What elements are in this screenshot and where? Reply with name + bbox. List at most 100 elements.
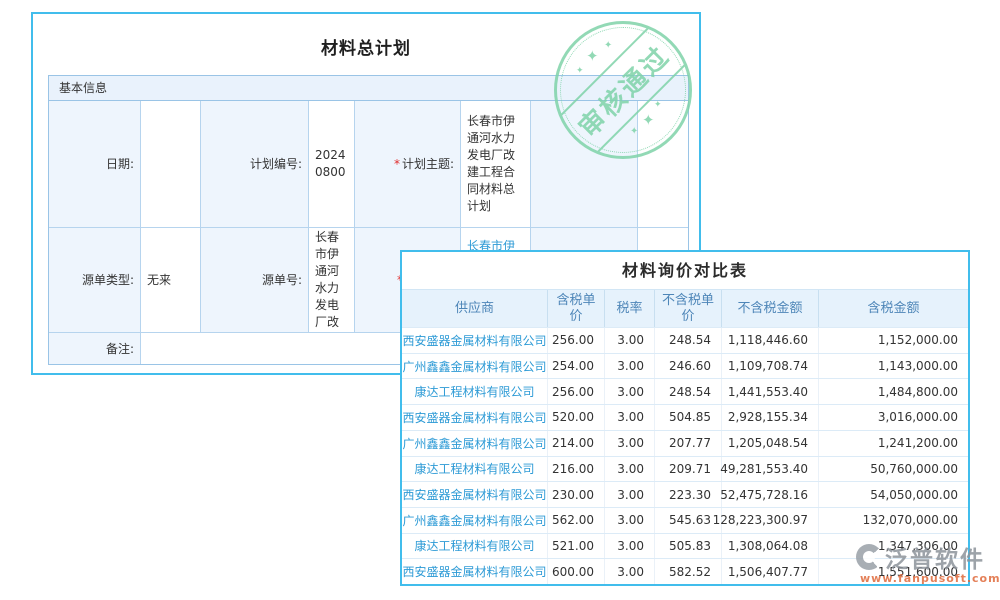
price-tax-cell: 562.00 [548, 507, 605, 533]
price-tax-cell: 520.00 [548, 405, 605, 430]
source-no-label: 源单号: [201, 228, 309, 333]
amount-tax-cell: 1,241,200.00 [877, 436, 958, 451]
col-header-price-tax: 含税单价 [548, 290, 605, 327]
star-icon: ✦ [654, 100, 662, 110]
amount-no-tax-cell: 128,223,300.97 [713, 507, 819, 533]
supplier-link[interactable]: 广州鑫鑫金属材料有限公司 [402, 507, 548, 533]
price-tax-cell: 256.00 [548, 328, 605, 353]
star-icon: ✦ [604, 40, 613, 51]
tax-rate-cell: 3.00 [605, 507, 655, 533]
price-tax-cell: 214.00 [548, 430, 605, 456]
table-row: 西安盛器金属材料有限公司 520.00 3.00 504.85 2,928,15… [402, 404, 968, 430]
page-title: 材料总计划 [321, 39, 411, 59]
required-mark: * [393, 157, 400, 171]
tax-rate-cell: 3.00 [605, 405, 655, 430]
star-icon: ✦ [642, 111, 655, 129]
table-row: 康达工程材料有限公司 256.00 3.00 248.54 1,441,553.… [402, 378, 968, 405]
price-tax-cell: 230.00 [548, 482, 605, 507]
col-header-price-no-tax: 不含税单价 [655, 290, 722, 327]
amount-no-tax-cell: 1,308,064.08 [722, 533, 819, 559]
price-no-tax-cell: 223.30 [655, 482, 722, 507]
supplier-link[interactable]: 康达工程材料有限公司 [402, 456, 548, 482]
star-icon: ✦ [630, 126, 639, 137]
table-row: 西安盛器金属材料有限公司 600.00 3.00 582.52 1,506,40… [402, 558, 968, 585]
tax-rate-cell: 3.00 [605, 533, 655, 559]
remark-label: 备注: [49, 333, 141, 364]
inquiry-comparison-panel: 材料询价对比表 供应商 含税单价 税率 不含税单价 不含税金额 含税金额 西安盛… [400, 250, 970, 586]
price-no-tax-cell: 505.83 [655, 533, 722, 559]
source-type-label: 源单类型: [49, 228, 141, 333]
tax-rate-cell: 3.00 [605, 430, 655, 456]
price-no-tax-cell: 246.60 [655, 353, 722, 379]
amount-tax-cell: 1,143,000.00 [877, 359, 958, 374]
amount-no-tax-cell: 1,506,407.77 [722, 559, 819, 585]
price-tax-cell: 600.00 [548, 559, 605, 585]
fanpu-logo-icon [856, 544, 882, 570]
price-tax-cell: 216.00 [548, 456, 605, 482]
amount-no-tax-cell: 1,118,446.60 [722, 328, 819, 353]
plan-no-value: 20240800 [309, 101, 355, 228]
approval-stamp: 审核通过 ✦ ✦ ✦ ✦ ✦ ✦ [554, 21, 692, 159]
tax-rate-cell: 3.00 [605, 456, 655, 482]
table-row: 西安盛器金属材料有限公司 230.00 3.00 223.30 52,475,7… [402, 481, 968, 507]
tax-rate-cell: 3.00 [605, 482, 655, 507]
supplier-link[interactable]: 广州鑫鑫金属材料有限公司 [402, 353, 548, 379]
table-row: 广州鑫鑫金属材料有限公司 254.00 3.00 246.60 1,109,70… [402, 352, 968, 379]
supplier-link[interactable]: 西安盛器金属材料有限公司 [402, 328, 548, 353]
amount-tax-cell: 54,050,000.00 [870, 487, 958, 502]
date-label: 日期: [49, 101, 141, 228]
watermark-name: 泛普软件 [885, 547, 985, 573]
plan-no-label: 计划编号: [201, 101, 309, 228]
amount-tax-cell: 3,016,000.00 [877, 410, 958, 425]
price-no-tax-cell: 209.71 [655, 456, 722, 482]
supplier-link[interactable]: 西安盛器金属材料有限公司 [402, 482, 548, 507]
col-header-amount-tax: 含税金额 [867, 300, 920, 316]
watermark-url: www.fanpusoft.com [860, 572, 1000, 585]
inquiry-table-header: 供应商 含税单价 税率 不含税单价 不含税金额 含税金额 [402, 289, 968, 327]
inquiry-table-body: 西安盛器金属材料有限公司 256.00 3.00 248.54 1,118,44… [402, 327, 968, 585]
tax-rate-cell: 3.00 [605, 559, 655, 585]
col-header-supplier: 供应商 [402, 290, 548, 327]
price-no-tax-cell: 248.54 [655, 328, 722, 353]
amount-tax-cell: 1,551,600.00 [877, 564, 958, 579]
supplier-link[interactable]: 广州鑫鑫金属材料有限公司 [402, 430, 548, 456]
table-row: 康达工程材料有限公司 216.00 3.00 209.71 49,281,553… [402, 455, 968, 482]
price-tax-cell: 254.00 [548, 353, 605, 379]
tax-rate-cell: 3.00 [605, 379, 655, 405]
supplier-link[interactable]: 西安盛器金属材料有限公司 [402, 559, 548, 585]
amount-no-tax-cell: 2,928,155.34 [722, 405, 819, 430]
amount-no-tax-cell: 1,441,553.40 [722, 379, 819, 405]
table-row: 广州鑫鑫金属材料有限公司 562.00 3.00 545.63 128,223,… [402, 506, 968, 533]
col-header-tax-rate: 税率 [605, 290, 655, 327]
amount-no-tax-cell: 52,475,728.16 [720, 482, 819, 507]
price-no-tax-cell: 545.63 [655, 507, 722, 533]
supplier-link[interactable]: 西安盛器金属材料有限公司 [402, 405, 548, 430]
table-row: 西安盛器金属材料有限公司 256.00 3.00 248.54 1,118,44… [402, 327, 968, 353]
plan-subject-label: * 计划主题: [355, 101, 461, 228]
supplier-link[interactable]: 康达工程材料有限公司 [402, 379, 548, 405]
amount-no-tax-cell: 1,109,708.74 [722, 353, 819, 379]
source-type-value: 无来 [141, 228, 201, 333]
vendor-watermark: 泛普软件 www.fanpusoft.com [856, 540, 1000, 585]
star-icon: ✦ [586, 47, 599, 65]
amount-tax-cell: 50,760,000.00 [870, 461, 958, 476]
price-tax-cell: 256.00 [548, 379, 605, 405]
star-icon: ✦ [576, 66, 584, 76]
plan-subject-value: 长春市伊通河水力发电厂改建工程合同材料总计划 [461, 101, 531, 228]
tax-rate-cell: 3.00 [605, 328, 655, 353]
source-no-value: 长春市伊通河水力发电厂改 [309, 228, 355, 333]
amount-no-tax-cell: 49,281,553.40 [720, 456, 819, 482]
amount-tax-cell: 1,152,000.00 [877, 333, 958, 348]
date-value [141, 101, 201, 228]
tax-rate-cell: 3.00 [605, 353, 655, 379]
amount-tax-cell: 132,070,000.00 [862, 513, 958, 528]
supplier-link[interactable]: 康达工程材料有限公司 [402, 533, 548, 559]
price-no-tax-cell: 582.52 [655, 559, 722, 585]
price-tax-cell: 521.00 [548, 533, 605, 559]
price-no-tax-cell: 207.77 [655, 430, 722, 456]
table-row: 广州鑫鑫金属材料有限公司 214.00 3.00 207.77 1,205,04… [402, 429, 968, 456]
price-no-tax-cell: 504.85 [655, 405, 722, 430]
inquiry-panel-title: 材料询价对比表 [621, 261, 748, 280]
price-no-tax-cell: 248.54 [655, 379, 722, 405]
col-header-amount-no-tax: 不含税金额 [722, 290, 819, 327]
